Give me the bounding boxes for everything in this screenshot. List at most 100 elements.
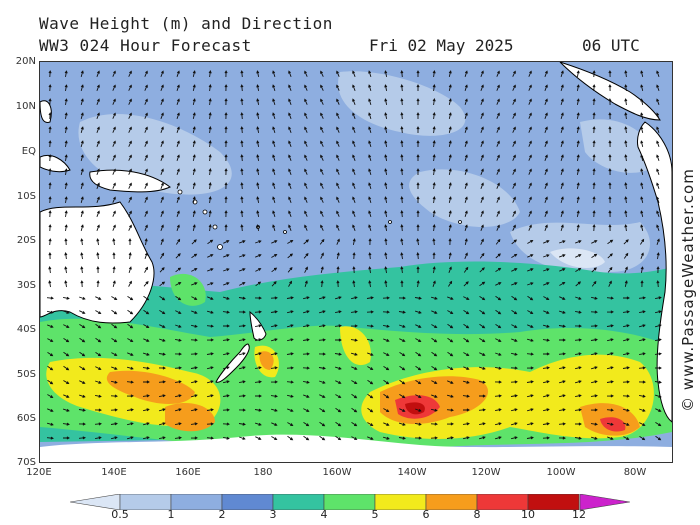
wave-direction-arrow	[448, 238, 452, 246]
wave-direction-arrow	[190, 408, 198, 412]
wave-direction-arrow	[608, 280, 612, 287]
wave-direction-arrow	[240, 196, 244, 204]
wave-direction-arrow	[479, 252, 485, 259]
wave-direction-arrow	[256, 84, 260, 91]
wave-direction-arrow	[415, 394, 422, 398]
wave-direction-arrow	[159, 436, 166, 440]
wave-direction-arrow	[304, 168, 308, 175]
wave-direction-arrow	[144, 140, 148, 147]
wave-direction-arrow	[543, 352, 550, 356]
wave-direction-arrow	[496, 210, 500, 217]
wave-direction-arrow	[560, 126, 564, 134]
wave-direction-arrow	[160, 224, 164, 231]
wave-direction-arrow	[400, 266, 404, 274]
wave-direction-arrow	[384, 266, 388, 274]
wave-direction-arrow	[144, 84, 148, 91]
wave-direction-arrow	[559, 366, 566, 370]
wave-direction-arrow	[176, 196, 180, 203]
wave-direction-arrow	[576, 210, 580, 217]
wave-direction-arrow	[303, 394, 310, 398]
wave-direction-arrow	[240, 126, 244, 134]
credit-text: © www.PassageWeather.com	[679, 168, 697, 412]
wave-direction-arrow	[192, 168, 196, 176]
wave-height-map[interactable]	[39, 61, 673, 463]
wave-direction-arrow	[639, 310, 646, 314]
wave-direction-arrow	[382, 296, 390, 300]
wave-direction-arrow	[240, 154, 244, 162]
wave-direction-arrow	[79, 296, 86, 300]
wave-direction-arrow	[512, 154, 516, 161]
wave-direction-arrow	[208, 98, 212, 106]
wave-direction-arrow	[624, 126, 628, 134]
wave-direction-arrow	[464, 196, 468, 203]
wave-direction-arrow	[272, 196, 276, 204]
wave-direction-arrow	[656, 252, 660, 260]
wave-direction-arrow	[352, 168, 356, 175]
wave-direction-arrow	[208, 112, 212, 120]
wave-direction-arrow	[190, 422, 198, 426]
wave-direction-arrow	[575, 296, 582, 300]
wave-direction-arrow	[495, 282, 502, 286]
wave-direction-arrow	[574, 324, 582, 328]
wave-direction-arrow	[240, 84, 244, 92]
wave-direction-arrow	[542, 422, 550, 426]
wave-direction-arrow	[175, 296, 182, 301]
wave-direction-arrow	[400, 70, 404, 78]
wave-direction-arrow	[254, 338, 262, 342]
wave-direction-arrow	[112, 140, 116, 147]
wave-direction-arrow	[224, 126, 228, 134]
wave-direction-arrow	[496, 112, 500, 119]
wave-direction-arrow	[256, 154, 260, 161]
wave-direction-arrow	[367, 422, 374, 426]
wave-direction-arrow	[96, 182, 100, 189]
wave-direction-arrow	[510, 380, 518, 384]
wave-direction-arrow	[286, 366, 294, 370]
wave-direction-arrow	[222, 408, 230, 412]
wave-direction-arrow	[190, 324, 198, 328]
wave-direction-arrow	[590, 436, 598, 440]
wave-direction-arrow	[464, 126, 468, 133]
wave-direction-arrow	[302, 352, 310, 356]
wave-direction-arrow	[367, 379, 374, 385]
wave-direction-arrow	[432, 224, 436, 232]
wave-direction-arrow	[224, 98, 228, 106]
wave-direction-arrow	[447, 310, 454, 314]
wave-direction-arrow	[399, 352, 406, 357]
wave-direction-arrow	[608, 98, 612, 106]
wave-direction-arrow	[495, 408, 502, 412]
wave-direction-arrow	[608, 168, 612, 176]
wave-direction-arrow	[48, 238, 52, 246]
wave-direction-arrow	[510, 408, 518, 412]
wave-direction-arrow	[272, 70, 276, 78]
wave-direction-arrow	[543, 254, 550, 258]
wave-direction-arrow	[575, 394, 582, 398]
wave-direction-arrow	[462, 394, 470, 398]
wave-direction-arrow	[656, 154, 660, 161]
wave-direction-arrow	[208, 126, 212, 134]
wave-direction-arrow	[302, 366, 310, 370]
wave-direction-arrow	[175, 422, 182, 426]
wave-direction-arrow	[207, 282, 214, 286]
wave-direction-arrow	[303, 422, 310, 427]
antarctica-land	[40, 434, 672, 462]
wave-direction-arrow	[112, 252, 116, 260]
wave-direction-arrow	[575, 267, 582, 272]
wave-direction-arrow	[126, 366, 134, 370]
wave-direction-arrow	[255, 240, 262, 244]
wave-direction-arrow	[336, 266, 340, 274]
wave-direction-arrow	[334, 296, 342, 300]
wave-direction-arrow	[400, 98, 404, 106]
wave-direction-arrow	[478, 366, 486, 370]
wave-direction-arrow	[286, 310, 294, 314]
wave-direction-arrow	[256, 126, 260, 133]
wave-direction-arrow	[80, 280, 84, 288]
wave-direction-arrow	[96, 224, 100, 231]
wave-direction-arrow	[222, 352, 230, 356]
wave-direction-arrow	[160, 70, 164, 77]
wave-direction-arrow	[638, 380, 646, 384]
wave-direction-arrow	[192, 98, 196, 106]
wave-direction-arrow	[48, 224, 52, 232]
colorbar-high-arrow	[579, 494, 630, 510]
wave-direction-arrow	[174, 408, 182, 412]
wave-direction-arrow	[80, 252, 84, 260]
